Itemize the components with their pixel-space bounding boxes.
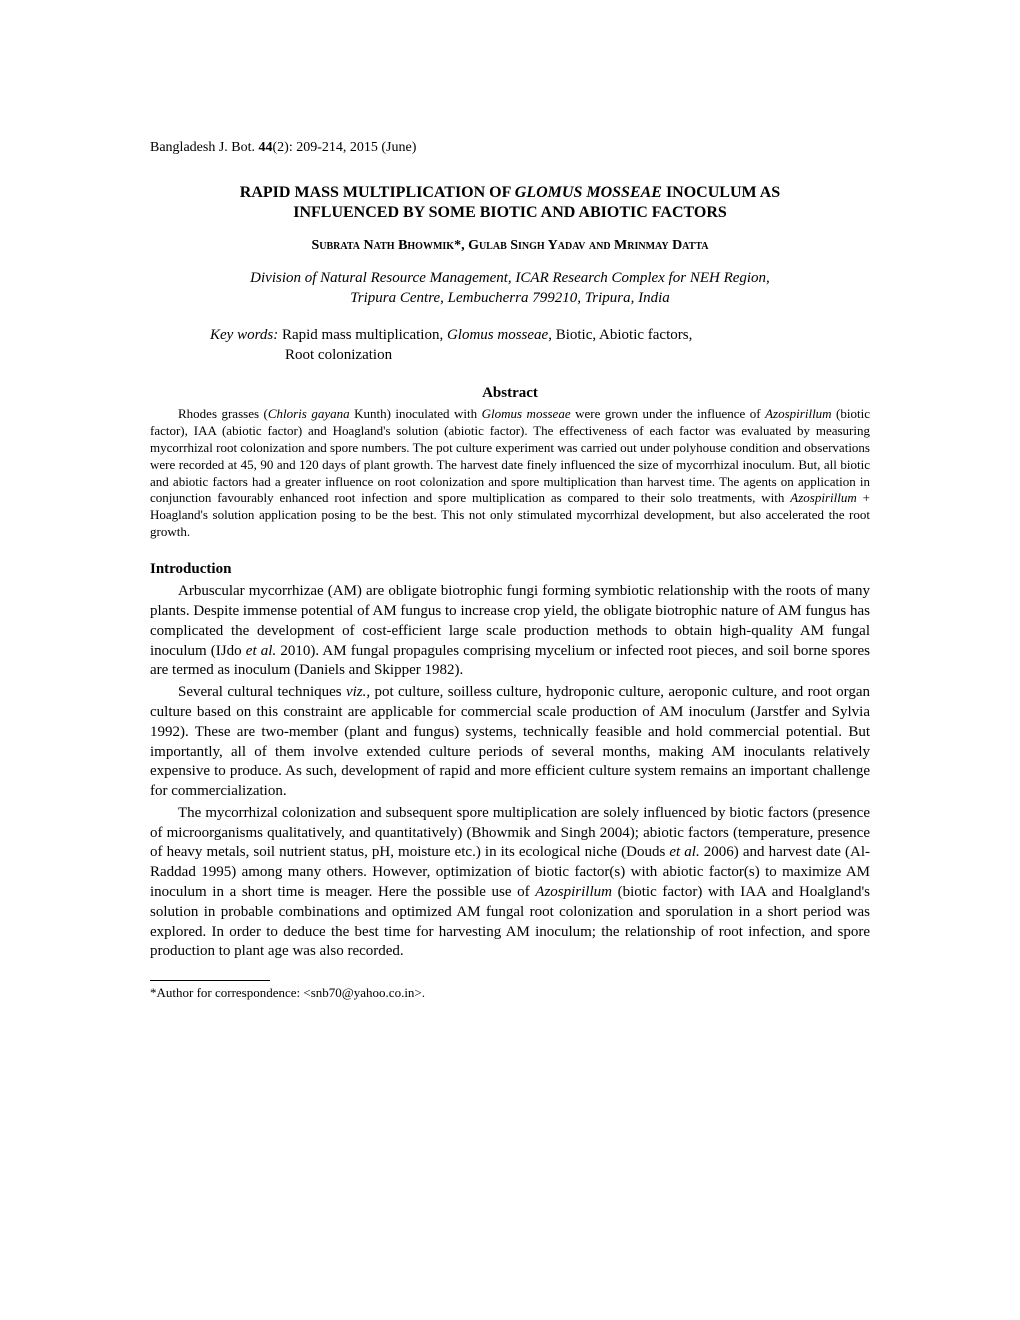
intro-para-2: Several cultural techniques viz., pot cu… xyxy=(150,683,870,802)
keywords: Key words: Rapid mass multiplication, Gl… xyxy=(210,325,870,366)
abs-b: Chloris gayana xyxy=(268,406,350,421)
abs-a: Rhodes grasses ( xyxy=(178,406,268,421)
title-part1: RAPID MASS MULTIPLICATION OF xyxy=(240,184,515,201)
abs-c: Kunth) inoculated with xyxy=(350,406,482,421)
footnote-rule xyxy=(150,980,270,981)
p3b: et al. xyxy=(669,844,699,860)
keywords-line2: Root colonization xyxy=(285,347,392,363)
journal-volume: 44 xyxy=(259,140,273,155)
intro-para-3: The mycorrhizal colonization and subsequ… xyxy=(150,804,870,962)
affiliation-line2: Tripura Centre, Lembucherra 799210, Trip… xyxy=(350,290,669,306)
p2b: viz., xyxy=(346,684,370,700)
article-title-line1: RAPID MASS MULTIPLICATION OF GLOMUS MOSS… xyxy=(150,184,870,202)
abs-e: were grown under the influence of xyxy=(571,406,766,421)
keywords-label: Key words: xyxy=(210,327,278,343)
journal-name: Bangladesh J. Bot. xyxy=(150,140,255,155)
p2c: pot culture, soilless culture, hydroponi… xyxy=(150,684,870,799)
journal-issue: (2): 209-214, 2015 (June) xyxy=(273,140,417,155)
title-italic: GLOMUS MOSSEAE xyxy=(515,184,662,201)
abs-h: Azospirillum xyxy=(790,490,856,505)
abs-d: Glomus mosseae xyxy=(482,406,571,421)
abs-f: Azospirillum xyxy=(765,406,831,421)
p2a: Several cultural techniques xyxy=(178,684,346,700)
keywords-italic: Glomus mosseae xyxy=(447,327,548,343)
title-part2: INOCULUM AS xyxy=(662,184,780,201)
authors: Subrata Nath Bhowmik*, Gulab Singh Yadav… xyxy=(150,238,870,254)
article-title-line2: INFLUENCED BY SOME BIOTIC AND ABIOTIC FA… xyxy=(150,204,870,222)
p1b: et al. xyxy=(246,643,276,659)
affiliation: Division of Natural Resource Management,… xyxy=(150,268,870,309)
journal-reference: Bangladesh J. Bot. 44(2): 209-214, 2015 … xyxy=(150,140,870,156)
affiliation-line1: Division of Natural Resource Management,… xyxy=(250,270,770,286)
abstract-text: Rhodes grasses (Chloris gayana Kunth) in… xyxy=(150,406,870,541)
p3d: Azospirillum xyxy=(535,884,612,900)
footnote: *Author for correspondence: <snb70@yahoo… xyxy=(150,985,870,1001)
page-container: Bangladesh J. Bot. 44(2): 209-214, 2015 … xyxy=(0,0,1020,1091)
abstract-heading: Abstract xyxy=(150,385,870,402)
keywords-pre: Rapid mass multiplication, xyxy=(278,327,447,343)
introduction-heading: Introduction xyxy=(150,561,870,578)
keywords-post: , Biotic, Abiotic factors, xyxy=(548,327,692,343)
intro-para-1: Arbuscular mycorrhizae (AM) are obligate… xyxy=(150,582,870,681)
